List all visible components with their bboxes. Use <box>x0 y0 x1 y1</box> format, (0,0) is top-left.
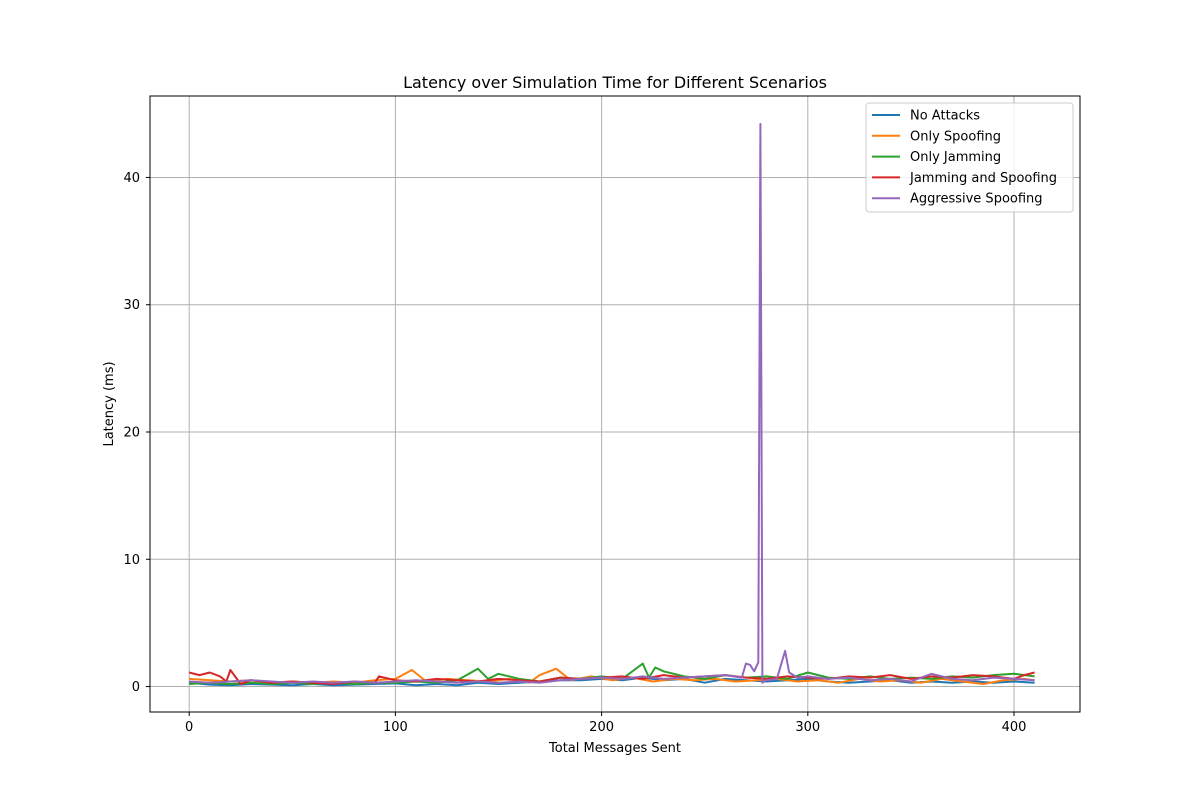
legend: No Attacks Only Spoofing Only Jamming Jammi… <box>865 102 1074 213</box>
y-tick-label: 20 <box>123 426 140 441</box>
legend-label-jamming-and-spoofing: Jamming and Spoofing <box>909 171 1057 186</box>
legend-label-only-jamming: Only Jamming <box>910 150 1001 165</box>
x-tick-label: 200 <box>589 720 614 735</box>
x-tick-label: 0 <box>185 720 193 735</box>
x-axis-label: Total Messages Sent <box>548 741 681 756</box>
y-tick-label: 30 <box>123 298 140 313</box>
x-tick-label: 100 <box>383 720 408 735</box>
y-tick-label: 10 <box>123 553 140 568</box>
y-tick-label: 0 <box>132 680 140 695</box>
x-tick-label: 400 <box>1002 720 1027 735</box>
x-tick-label: 300 <box>795 720 820 735</box>
series-line-aggressive-spoofing <box>189 123 1035 684</box>
legend-label-only-spoofing: Only Spoofing <box>910 129 1001 144</box>
series-lines <box>188 123 1035 687</box>
plot-area-frame <box>149 95 1081 713</box>
legend-label-aggressive-spoofing: Aggressive Spoofing <box>910 192 1043 207</box>
axis-ticks: 0 100 200 300 400 0 10 20 30 40 <box>123 171 1026 735</box>
legend-label-no-attacks: No Attacks <box>910 109 980 124</box>
legend-box <box>865 102 1074 213</box>
y-axis-label: Latency (ms) <box>102 361 117 446</box>
chart-title: Latency over Simulation Time for Differe… <box>403 73 827 92</box>
y-tick-label: 40 <box>123 171 140 186</box>
